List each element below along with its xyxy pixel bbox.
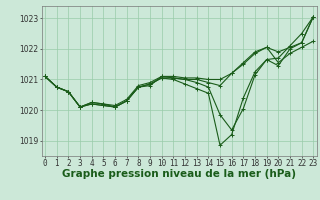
X-axis label: Graphe pression niveau de la mer (hPa): Graphe pression niveau de la mer (hPa): [62, 169, 296, 179]
